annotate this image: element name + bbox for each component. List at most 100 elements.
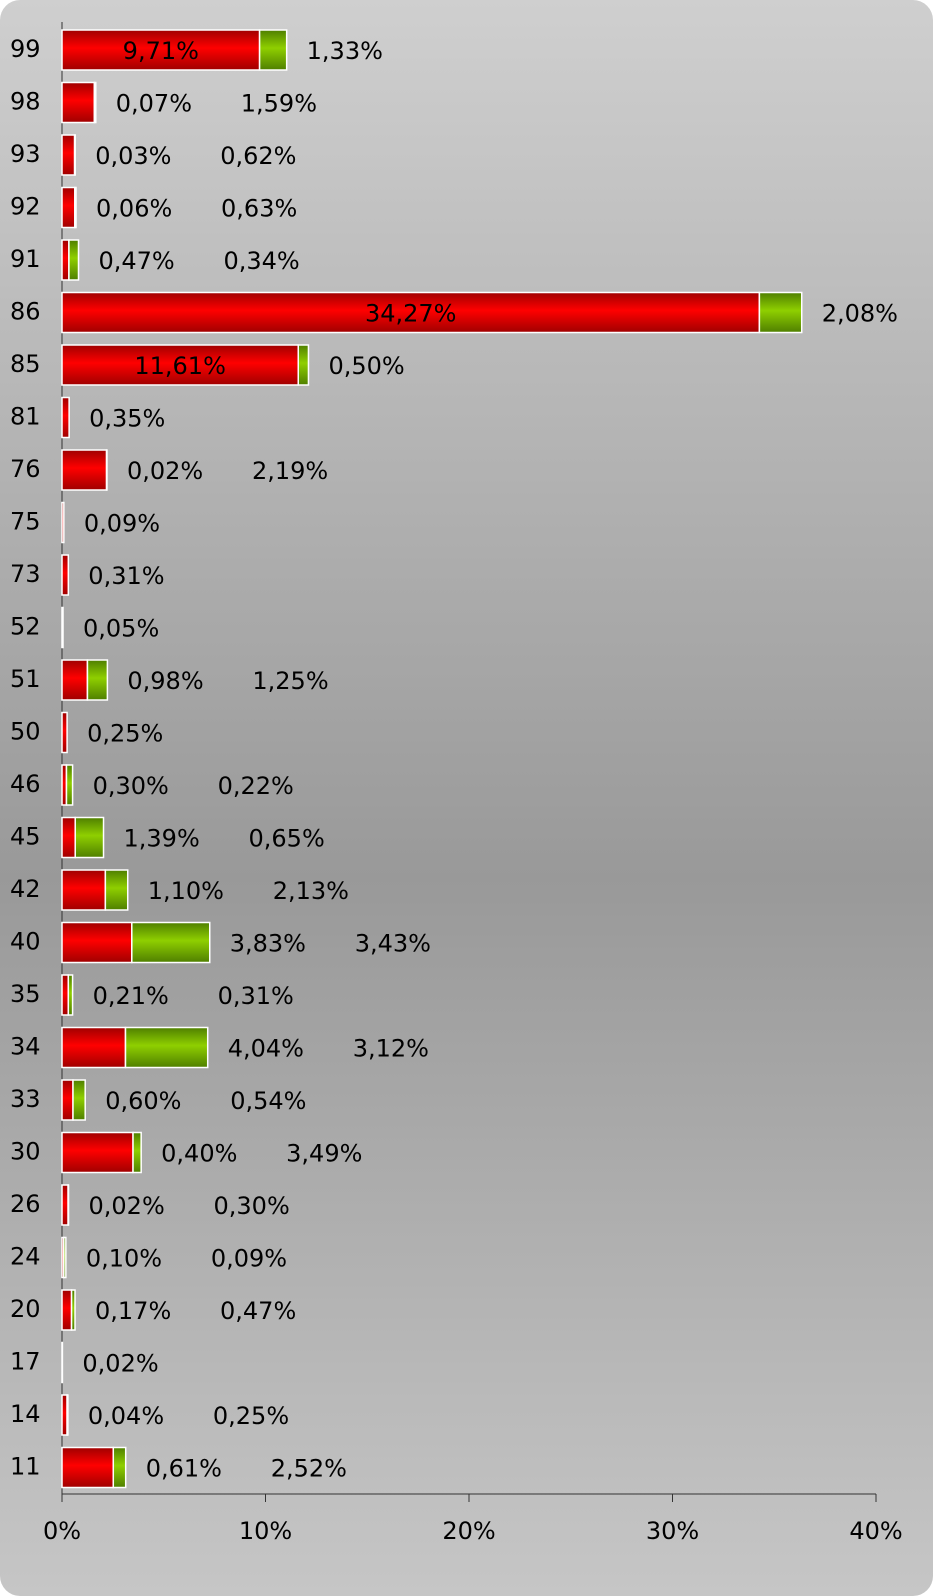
value-label: 0,61% (146, 1455, 222, 1483)
y-tick-label: 20 (10, 1295, 41, 1323)
y-tick-label: 86 (10, 298, 41, 326)
value-label: 0,09% (84, 510, 160, 538)
y-tick-label: 92 (10, 193, 41, 221)
value-label: 0,54% (230, 1087, 306, 1115)
y-tick-label: 24 (10, 1243, 41, 1271)
x-tick-label: 0% (43, 1517, 81, 1545)
value-label: 0,05% (83, 615, 159, 643)
value-label: 4,04% (228, 1035, 304, 1063)
x-tick-label: 40% (849, 1517, 902, 1545)
value-label: 0,21% (93, 982, 169, 1010)
bar-segment (61, 1131, 134, 1174)
x-tick-label: 10% (239, 1517, 292, 1545)
y-tick-label: 81 (10, 403, 41, 431)
bar-segment (61, 974, 70, 1016)
y-tick-label: 17 (10, 1348, 41, 1376)
bar-segment (131, 921, 211, 964)
value-label: 3,83% (230, 930, 306, 958)
y-tick-label: 93 (10, 140, 41, 168)
y-tick-label: 14 (10, 1400, 41, 1428)
value-label: 0,17% (95, 1297, 171, 1325)
bar-segment (73, 134, 76, 176)
bar-segment (132, 1131, 142, 1174)
bar-segment (61, 1394, 68, 1436)
value-label: 1,10% (148, 877, 224, 905)
value-label: 34,27% (365, 300, 457, 328)
bar-segment (70, 1289, 76, 1331)
value-label: 0,25% (87, 720, 163, 748)
value-label: 0,47% (220, 1297, 296, 1325)
bar-segment (72, 1079, 86, 1121)
value-label: 0,63% (221, 195, 297, 223)
value-label: 0,22% (218, 772, 294, 800)
bar-segment (104, 869, 129, 911)
y-tick-label: 76 (10, 455, 41, 483)
value-label: 0,34% (223, 247, 299, 275)
bar-segment (93, 81, 97, 124)
bar-segment (758, 291, 803, 334)
bar-segment (258, 29, 288, 71)
bar-segment (61, 344, 300, 386)
bar-segment (112, 1446, 127, 1489)
value-label: 0,47% (98, 247, 174, 275)
y-tick-label: 35 (10, 980, 41, 1008)
bar-segment (61, 81, 96, 124)
value-label: 0,02% (82, 1350, 158, 1378)
value-label: 9,71% (123, 37, 199, 65)
value-label: 0,02% (127, 457, 203, 485)
bar-segment (61, 1184, 69, 1226)
value-label: 0,02% (89, 1192, 165, 1220)
y-tick-label: 45 (10, 823, 41, 851)
value-label: 0,10% (86, 1245, 162, 1273)
value-label: 0,65% (249, 825, 325, 853)
value-label: 0,98% (127, 667, 203, 695)
value-label: 0,31% (218, 982, 294, 1010)
y-tick-label: 85 (10, 350, 41, 378)
value-label: 2,08% (822, 300, 898, 328)
bar-segment (61, 449, 108, 491)
bar-segment (61, 1289, 73, 1331)
bar-segment (61, 239, 70, 281)
bar-segment (61, 134, 76, 176)
value-label: 0,35% (89, 405, 165, 433)
bar-segment (63, 1236, 67, 1279)
y-tick-label: 91 (10, 245, 41, 273)
bar-segment (61, 554, 70, 596)
x-tick-label: 30% (646, 1517, 699, 1545)
bar-segment (61, 921, 133, 964)
bar-segment (61, 29, 261, 71)
bar-segment (61, 1079, 74, 1121)
value-label: 0,50% (328, 352, 404, 380)
value-label: 3,49% (286, 1140, 362, 1168)
bar-segment (61, 659, 89, 701)
value-label: 0,62% (220, 142, 296, 170)
bar-segment (61, 869, 107, 911)
y-tick-label: 52 (10, 613, 41, 641)
bar-segment (74, 816, 105, 859)
bar-segment (74, 186, 77, 229)
value-label: 0,40% (161, 1140, 237, 1168)
bar-segment (61, 501, 65, 544)
value-label: 0,03% (95, 142, 171, 170)
value-label: 0,30% (93, 772, 169, 800)
value-label: 0,06% (96, 195, 172, 223)
bar-segment (68, 239, 80, 281)
bar-segment (61, 816, 76, 859)
value-label: 0,30% (214, 1192, 290, 1220)
value-label: 1,59% (241, 90, 317, 118)
bar-segment (61, 186, 76, 229)
value-label: 0,25% (213, 1402, 289, 1430)
y-tick-label: 26 (10, 1190, 41, 1218)
value-label: 3,12% (353, 1035, 429, 1063)
bar-segment (61, 396, 70, 439)
y-tick-label: 75 (10, 508, 41, 536)
value-label: 0,07% (116, 90, 192, 118)
y-tick-label: 46 (10, 770, 41, 798)
bar-segment (61, 606, 64, 649)
value-label: 11,61% (134, 352, 226, 380)
y-tick-label: 33 (10, 1085, 41, 1113)
value-label: 2,52% (271, 1455, 347, 1483)
y-tick-label: 34 (10, 1033, 41, 1061)
